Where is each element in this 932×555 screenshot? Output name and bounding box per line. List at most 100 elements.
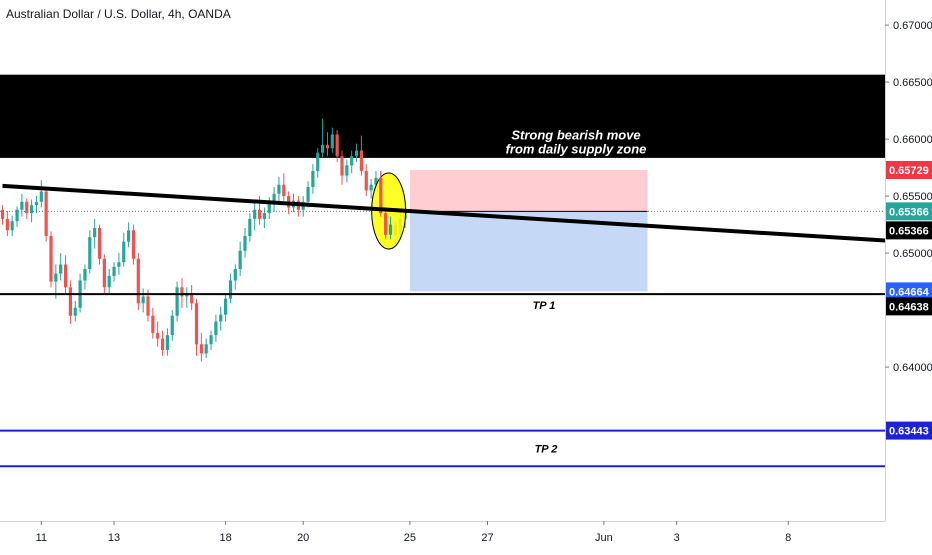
chart-title: Australian Dollar / U.S. Dollar, 4h, OAN… bbox=[6, 7, 231, 21]
price-badge-label: 0.64638 bbox=[889, 301, 929, 313]
time-tick-label: 27 bbox=[481, 532, 493, 544]
price-badge-label: 0.64664 bbox=[889, 286, 930, 298]
time-tick-label: 20 bbox=[297, 532, 309, 544]
candle-body bbox=[175, 287, 179, 316]
candle-body bbox=[59, 264, 63, 274]
price-badge-label: 0.65366 bbox=[889, 206, 929, 218]
candle-body bbox=[39, 191, 43, 202]
price-badge[interactable] bbox=[886, 160, 932, 179]
annotation-line: Strong bearish move bbox=[511, 128, 640, 143]
candle-body bbox=[107, 275, 111, 288]
candle-body bbox=[272, 193, 276, 203]
candle-body bbox=[112, 266, 116, 276]
price-tick-label: 0.65000 bbox=[893, 248, 932, 260]
candle-body bbox=[369, 184, 373, 191]
candle-body bbox=[350, 156, 354, 166]
candle-body bbox=[117, 262, 121, 267]
candle-body bbox=[190, 292, 194, 304]
time-tick-label: 13 bbox=[108, 532, 120, 544]
candle-body bbox=[311, 171, 315, 187]
candle-body bbox=[102, 258, 106, 288]
candles bbox=[0, 118, 407, 362]
candle-body bbox=[146, 296, 150, 316]
overlays: TP 1 TP 2 bbox=[0, 183, 886, 468]
candle-body bbox=[136, 258, 140, 304]
price-axis[interactable]: 0.67000 0.66500 0.66000 0.65500 0.65000 0.640… bbox=[885, 0, 932, 550]
candle-body bbox=[44, 191, 48, 236]
time-tick-label: Jun bbox=[595, 532, 613, 544]
price-badge-label: 0.63443 bbox=[889, 426, 929, 438]
tp1-label: TP 1 bbox=[533, 300, 556, 312]
candle-body bbox=[243, 235, 247, 251]
price-badge[interactable] bbox=[886, 221, 932, 240]
candle-body bbox=[257, 209, 262, 219]
candle-body bbox=[127, 230, 131, 242]
candle-body bbox=[83, 269, 87, 281]
time-tick-label: 8 bbox=[785, 532, 791, 544]
candle-body bbox=[204, 344, 208, 354]
candle-body bbox=[15, 209, 19, 222]
candle-body bbox=[156, 332, 160, 339]
candle-body bbox=[354, 150, 359, 157]
price-tick-label: 0.67000 bbox=[893, 20, 932, 32]
candle-body bbox=[316, 152, 320, 172]
price-tick-label: 0.64000 bbox=[893, 362, 932, 374]
candle-body bbox=[88, 237, 92, 270]
candle-body bbox=[165, 335, 169, 350]
candle-body bbox=[253, 209, 257, 219]
price-tick-label: 0.66500 bbox=[893, 77, 932, 89]
time-axis-bg bbox=[0, 521, 932, 550]
candle-body bbox=[25, 201, 29, 214]
price-badge[interactable] bbox=[886, 202, 932, 221]
candle-body bbox=[379, 177, 383, 214]
candle-body bbox=[306, 186, 310, 202]
time-tick-label: 25 bbox=[404, 532, 416, 544]
candle-body bbox=[335, 134, 339, 157]
candle-body bbox=[262, 213, 266, 219]
candle-body bbox=[228, 280, 233, 299]
price-axis-bg bbox=[885, 0, 932, 550]
candle-body bbox=[160, 338, 165, 350]
price-badge-label: 0.65366 bbox=[889, 225, 929, 237]
candle-body bbox=[5, 218, 9, 231]
candle-body bbox=[364, 171, 368, 191]
candle-body bbox=[359, 150, 363, 172]
price-badge[interactable] bbox=[886, 282, 932, 301]
candle-body bbox=[141, 296, 145, 304]
tp2-label: TP 2 bbox=[535, 443, 558, 455]
candle-body bbox=[325, 144, 330, 149]
time-tick-label: 3 bbox=[674, 532, 680, 544]
candle-body bbox=[97, 228, 102, 259]
candle-body bbox=[49, 235, 53, 282]
position-stop-zone bbox=[409, 169, 648, 212]
price-badge-label: 0.65729 bbox=[889, 165, 929, 177]
candle-body bbox=[384, 213, 388, 235]
candle-body bbox=[54, 273, 58, 282]
candle-body bbox=[122, 241, 126, 263]
candle-body bbox=[30, 205, 34, 214]
candle-body bbox=[238, 250, 242, 270]
supply-zone bbox=[0, 74, 885, 158]
candle-body bbox=[34, 201, 39, 206]
candle-body bbox=[248, 218, 252, 236]
candle-body bbox=[199, 344, 203, 354]
candle-body bbox=[340, 156, 344, 176]
candle-body bbox=[321, 144, 325, 153]
price-badge[interactable] bbox=[886, 421, 932, 440]
candle-body bbox=[0, 209, 5, 219]
price-tick-label: 0.66000 bbox=[893, 134, 932, 146]
candle-body bbox=[68, 287, 72, 316]
candle-body bbox=[131, 230, 136, 259]
candle-body bbox=[170, 315, 174, 336]
price-badge[interactable] bbox=[886, 297, 932, 316]
time-axis[interactable]: 11 13 18 20 25 27 Jun 3 8 bbox=[0, 521, 932, 550]
candle-body bbox=[73, 307, 77, 316]
candle-body bbox=[277, 184, 281, 194]
time-tick-label: 11 bbox=[36, 532, 47, 544]
candle-body bbox=[10, 221, 14, 231]
candle-body bbox=[388, 224, 393, 235]
annotation-line: from daily supply zone bbox=[506, 142, 647, 157]
candle-body bbox=[330, 134, 334, 149]
